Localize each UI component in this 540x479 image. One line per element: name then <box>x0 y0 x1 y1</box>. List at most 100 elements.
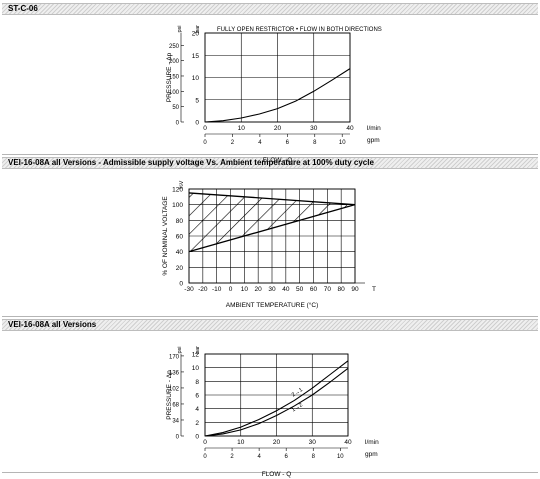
x-unit-secondary-label: gpm <box>367 137 380 144</box>
x-tick-label: 0 <box>203 439 207 446</box>
secondary-x-tick-label: 2 <box>230 454 234 460</box>
x-axis-title: AMBIENT TEMPERATURE (°C) <box>226 301 319 309</box>
x-tick-label: 30 <box>310 125 318 132</box>
secondary-x-tick-label: 0 <box>203 140 207 146</box>
y-tick-label: 4 <box>195 406 199 413</box>
secondary-x-tick-label: 10 <box>337 454 344 460</box>
series-label: 2→1 <box>291 387 304 398</box>
x-tick-label: 40 <box>344 439 352 446</box>
secondary-y-tick-label: 136 <box>169 370 180 376</box>
section-title: VEI-16-08A all Versions - Admissible sup… <box>8 158 374 167</box>
series-label: 1→2 <box>291 402 304 413</box>
x-tick-label: 40 <box>282 286 290 293</box>
x-unit-label: l/min <box>367 125 381 132</box>
y-tick-label: 60 <box>176 234 184 241</box>
secondary-x-tick-label: 0 <box>203 454 207 460</box>
x-tick-label: 50 <box>296 286 304 293</box>
y-tick-label: 5 <box>195 97 199 104</box>
y-tick-label: 0 <box>195 434 199 441</box>
y-tick-label: 80 <box>176 218 184 225</box>
y-tick-label: 12 <box>192 352 200 359</box>
y-tick-label: 120 <box>172 187 183 194</box>
admissible-region <box>189 192 355 252</box>
x-tick-label: 30 <box>309 439 317 446</box>
x-unit-label: T <box>372 286 376 293</box>
section-title: ST-C-06 <box>8 4 38 13</box>
series-line <box>204 360 349 437</box>
y-tick-label: 40 <box>176 249 184 256</box>
y-unit-label: bar <box>195 346 201 354</box>
secondary-y-tick-label: 200 <box>169 59 180 65</box>
x-tick-label: 40 <box>346 125 354 132</box>
upper-limit-line <box>188 192 356 206</box>
y-tick-label: 8 <box>195 379 199 386</box>
y-axis-title: PRESSURE - Δp <box>166 52 173 102</box>
secondary-y-tick-label: 0 <box>176 121 180 127</box>
secondary-y-tick-label: 68 <box>172 402 179 408</box>
secondary-x-tick-label: 8 <box>312 454 316 460</box>
chart-2: 0 20 40 60 80 100 120 -30 -20 -10 0 10 20 30 40 50 60 70 8… <box>162 180 376 309</box>
section-title: VEI-16-08A all Versions <box>8 320 97 329</box>
y-tick-label: 20 <box>192 31 200 38</box>
x-tick-label: 30 <box>268 286 276 293</box>
x-tick-label: 10 <box>238 125 246 132</box>
secondary-x-tick-label: 6 <box>286 140 290 146</box>
y-axis-title: % OF NOMINAL VOLTAGE <box>162 196 169 276</box>
x-tick-label: 70 <box>324 286 332 293</box>
secondary-x-tick-label: 2 <box>231 140 235 146</box>
y-axis-title: PRESSURE - Δp <box>166 370 173 420</box>
chart-annotation: FULLY OPEN RESTRICTOR • FLOW IN BOTH DIR… <box>217 27 382 33</box>
plot-frame <box>204 32 351 123</box>
section-bar-1: ST-C-06 <box>2 3 538 15</box>
x-tick-label: 0 <box>203 125 207 132</box>
secondary-y-tick-label: 250 <box>169 44 180 50</box>
x-tick-label: 20 <box>274 125 282 132</box>
section-divider <box>2 316 538 317</box>
x-tick-label: 80 <box>338 286 346 293</box>
x-tick-label: 20 <box>273 439 281 446</box>
secondary-y-tick-label: 50 <box>172 105 179 111</box>
x-unit-secondary-label: gpm <box>365 451 378 458</box>
x-tick-label: 90 <box>351 286 359 293</box>
y-tick-label: 2 <box>195 420 199 427</box>
y-tick-label: 0 <box>179 281 183 288</box>
y-tick-label: 0 <box>195 120 199 127</box>
secondary-y-tick-label: 100 <box>169 90 180 96</box>
x-tick-label: 20 <box>255 286 263 293</box>
section-divider <box>2 472 538 473</box>
y-tick-label: 20 <box>176 265 184 272</box>
y-tick-label: 10 <box>192 365 200 372</box>
series-line <box>204 68 351 123</box>
y-tick-label: 6 <box>195 393 199 400</box>
x-tick-label: 60 <box>310 286 318 293</box>
series-line <box>204 367 349 437</box>
x-tick-label: 0 <box>229 286 233 293</box>
y-unit-label: bar <box>195 25 201 33</box>
x-tick-label: 10 <box>241 286 249 293</box>
plot-frame <box>204 353 349 437</box>
x-axis-title: FLOW - Q <box>262 471 292 478</box>
y-unit-label: %V <box>179 180 185 189</box>
y-tick-label: 100 <box>172 202 183 209</box>
section-divider <box>2 154 538 155</box>
section-bar-3: VEI-16-08A all Versions <box>2 319 538 331</box>
secondary-x-tick-label: 6 <box>285 454 289 460</box>
secondary-x-tick-label: 8 <box>313 140 317 146</box>
x-tick-label: -20 <box>198 286 208 293</box>
secondary-x-tick-label: 10 <box>339 140 346 146</box>
x-tick-label: 10 <box>237 439 245 446</box>
y-tick-label: 15 <box>192 53 200 60</box>
secondary-y-tick-label: 170 <box>169 354 180 360</box>
x-axis-title: FLOW - Q <box>263 157 293 164</box>
secondary-y-tick-label: 102 <box>169 386 180 392</box>
y-unit-secondary-label: psi <box>177 25 183 32</box>
secondary-y-tick-label: 150 <box>169 74 180 80</box>
secondary-x-tick-label: 4 <box>258 140 262 146</box>
lower-limit-line <box>188 204 356 253</box>
secondary-y-tick-label: 34 <box>172 418 179 424</box>
secondary-x-tick-label: 4 <box>257 454 261 460</box>
x-unit-label: l/min <box>365 439 379 446</box>
